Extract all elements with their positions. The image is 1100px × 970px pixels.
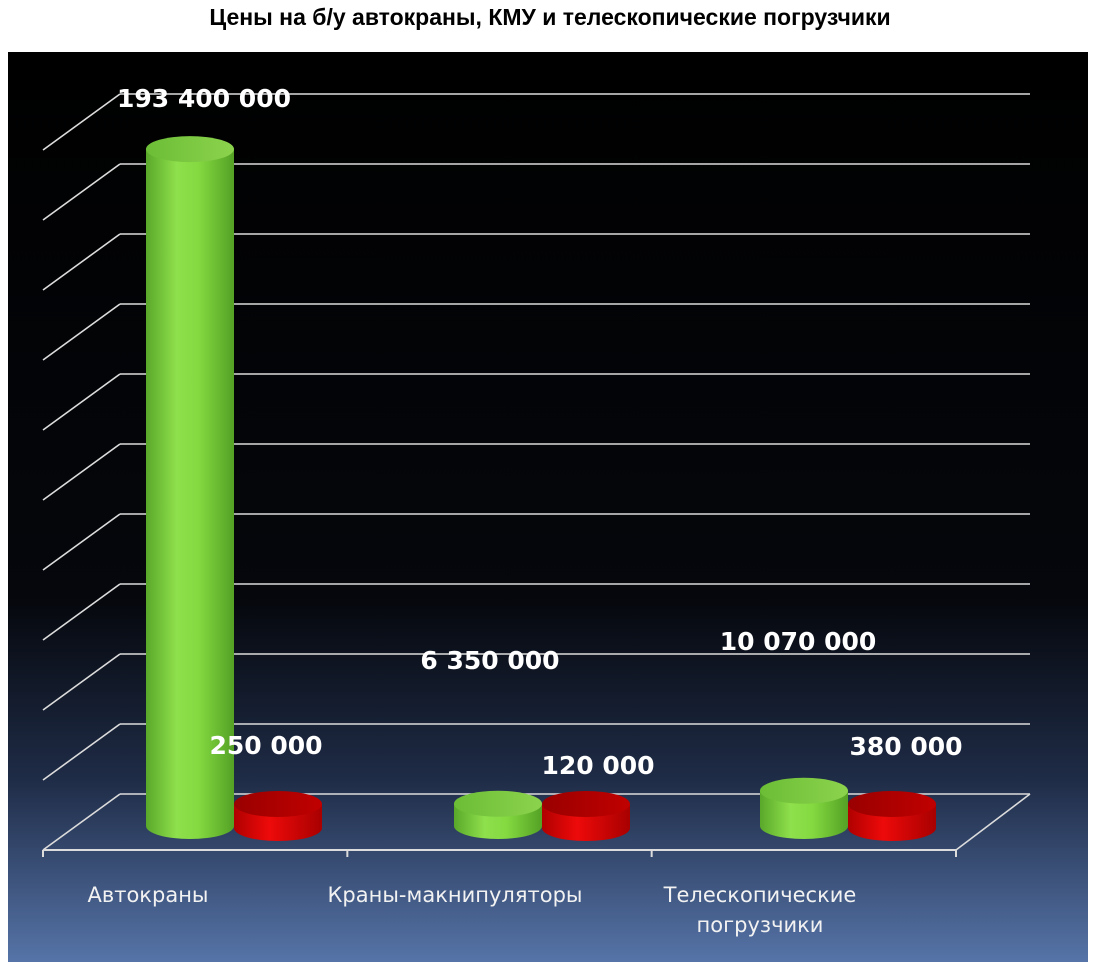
category-label: Краны-макнипуляторы	[328, 883, 583, 907]
gridline-diagonal	[42, 793, 121, 851]
bar-green-body	[760, 790, 848, 839]
bar-green	[146, 136, 234, 840]
bar-red-top	[848, 791, 936, 817]
grid	[42, 93, 1031, 851]
bar-green-top	[146, 136, 234, 163]
gridline-diagonal	[42, 513, 121, 571]
data-label: 250 000	[209, 731, 322, 760]
gridline-diagonal	[42, 583, 121, 641]
bars	[146, 136, 936, 841]
bar-red-top	[234, 791, 322, 817]
gridline-diagonal	[42, 443, 121, 501]
data-label: 6 350 000	[420, 646, 559, 675]
data-label: 380 000	[849, 732, 962, 761]
page-title: Цены на б/у автокраны, КМУ и телескопиче…	[209, 4, 891, 30]
gridline-diagonal	[42, 373, 121, 431]
bar-red	[848, 791, 936, 841]
gridline-diagonal	[42, 723, 121, 781]
category-label: Телескопические погрузчики	[663, 883, 857, 937]
bar-red	[542, 791, 630, 841]
bar-green-body	[146, 149, 234, 840]
floor-edge	[955, 793, 1031, 851]
chart-svg: 193 400 000 6 350 000 10 070 000 250 000 120…	[8, 52, 1088, 962]
bar-red	[234, 791, 322, 841]
bar-green	[760, 777, 848, 839]
category-labels: Автокраны Краны-макнипуляторы Телескопичес…	[87, 883, 856, 937]
data-label: 193 400 000	[117, 84, 291, 113]
bar-green-top	[760, 777, 848, 804]
gridline-diagonal	[42, 93, 121, 151]
x-axis	[42, 849, 957, 857]
bar-green-top	[454, 790, 542, 817]
bar-red-top	[542, 791, 630, 817]
data-labels: 193 400 000 6 350 000 10 070 000 250 000 120…	[117, 84, 963, 780]
gridline-diagonal	[42, 163, 121, 221]
gridline-diagonal	[42, 233, 121, 291]
category-label: Автокраны	[87, 883, 208, 907]
gridline-diagonal	[42, 653, 121, 711]
data-label: 10 070 000	[720, 627, 877, 656]
bar-green	[454, 790, 542, 839]
data-label: 120 000	[541, 751, 654, 780]
chart: 193 400 000 6 350 000 10 070 000 250 000 120…	[8, 52, 1088, 962]
gridline-diagonal	[42, 303, 121, 361]
